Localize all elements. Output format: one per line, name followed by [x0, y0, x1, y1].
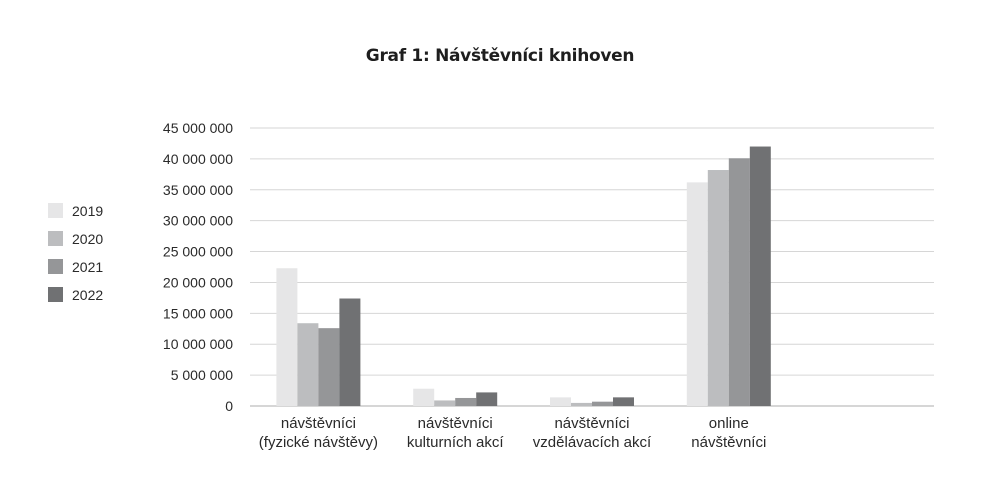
bar-2021: [318, 328, 340, 406]
category-label: (fyzické návštěvy): [259, 434, 378, 451]
bar-2021: [455, 397, 477, 406]
bar-2019: [550, 397, 571, 406]
bar-2019: [276, 268, 298, 406]
category-label: návštěvníci: [554, 415, 629, 432]
legend-label: 2021: [72, 259, 103, 275]
bar-2021: [728, 158, 750, 406]
bar-2019: [413, 388, 435, 406]
bar-2022: [476, 392, 498, 406]
bar-2022: [749, 146, 771, 407]
bar-2020: [707, 170, 729, 406]
bar-2020: [297, 323, 319, 406]
y-axis-tick-labels: 0 5 000 000 10 000 000 15 000 000 20 000 000…: [163, 120, 233, 414]
bar-2020: [434, 400, 456, 406]
chart-title: Graf 1: Návštěvníci knihoven: [365, 46, 635, 66]
bar-2022: [613, 397, 634, 406]
category-label: návštěvníci: [691, 434, 766, 451]
category-label: vzdělávacích akcí: [533, 434, 652, 451]
bar-2021: [592, 401, 613, 406]
bar-2019: [686, 182, 708, 406]
y-tick-label: 0: [225, 398, 233, 414]
legend-label: 2020: [72, 231, 103, 247]
category-label: návštěvníci: [281, 415, 356, 432]
y-tick-label: 25 000 000: [163, 244, 233, 260]
y-tick-label: 20 000 000: [163, 274, 233, 290]
y-tick-label: 5 000 000: [171, 367, 233, 383]
y-tick-label: 40 000 000: [163, 151, 233, 167]
x-axis-category-labels: návštěvníci (fyzické návštěvy) návštěvníci…: [259, 415, 767, 451]
bar-2022: [339, 298, 361, 406]
legend-swatch: [48, 287, 63, 302]
category-label: kulturních akcí: [407, 434, 505, 451]
legend-swatch: [48, 231, 63, 246]
category-label: návštěvníci: [418, 415, 493, 432]
y-tick-label: 15 000 000: [163, 305, 233, 321]
legend-label: 2022: [72, 287, 103, 303]
legend-swatch: [48, 203, 63, 218]
y-tick-label: 45 000 000: [163, 120, 233, 136]
y-tick-label: 35 000 000: [163, 182, 233, 198]
y-tick-label: 10 000 000: [163, 336, 233, 352]
bar-2020: [571, 402, 592, 406]
y-tick-label: 30 000 000: [163, 213, 233, 229]
category-label: online: [709, 415, 749, 432]
bars: [276, 146, 771, 407]
legend-swatch: [48, 259, 63, 274]
legend: 2019 2020 2021 2022: [48, 203, 103, 303]
legend-label: 2019: [72, 203, 103, 219]
